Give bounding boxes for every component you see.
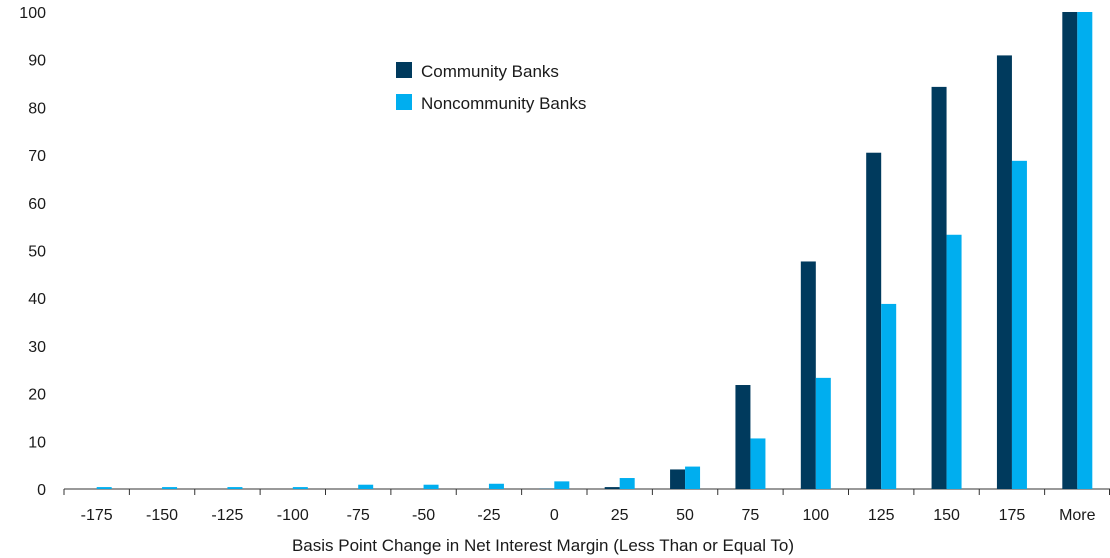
bar-noncommunity-banks — [815, 377, 831, 489]
bar-community-banks — [670, 469, 686, 489]
y-tick-label: 90 — [28, 53, 46, 70]
y-tick-label: 20 — [28, 387, 46, 404]
x-tick-label: -100 — [277, 507, 309, 524]
x-axis-title: Basis Point Change in Net Interest Margi… — [292, 536, 794, 555]
x-tick-label: 0 — [550, 507, 559, 524]
legend-label: Noncommunity Banks — [421, 94, 586, 113]
bar-noncommunity-banks — [96, 487, 112, 489]
bar-noncommunity-banks — [488, 483, 504, 489]
bar-community-banks — [800, 261, 816, 489]
y-tick-label: 10 — [28, 434, 46, 451]
y-tick-label: 80 — [28, 100, 46, 117]
x-tick-label: 75 — [742, 507, 760, 524]
legend: Community Banks Noncommunity Banks — [396, 62, 586, 113]
bars — [96, 12, 1093, 489]
x-tick-label: 25 — [611, 507, 629, 524]
x-tick-label: -75 — [347, 507, 370, 524]
x-tick-label: 125 — [868, 507, 895, 524]
bar-noncommunity-banks — [423, 484, 439, 489]
x-tick-label: -25 — [477, 507, 500, 524]
bar-noncommunity-banks — [750, 438, 766, 489]
x-tick-label: -50 — [412, 507, 435, 524]
bar-noncommunity-banks — [881, 303, 897, 489]
x-tick-label: More — [1059, 507, 1096, 524]
x-tick-label: 100 — [802, 507, 829, 524]
bar-community-banks — [866, 152, 882, 489]
bar-noncommunity-banks — [554, 481, 570, 489]
x-axis: -175 -150 -125 -100 -75 -50 -25 0 25 50 75 100 125 15… — [63, 488, 1110, 524]
x-tick-label: -150 — [146, 507, 178, 524]
bar-noncommunity-banks — [292, 487, 308, 489]
x-tick-label: 150 — [933, 507, 960, 524]
y-tick-label: 50 — [28, 244, 46, 261]
bar-noncommunity-banks — [946, 234, 962, 489]
y-tick-label: 0 — [37, 482, 46, 499]
legend-label: Community Banks — [421, 62, 559, 81]
x-tick-label: -125 — [211, 507, 243, 524]
bar-noncommunity-banks — [1077, 12, 1093, 489]
x-tick-label: 50 — [676, 507, 694, 524]
legend-swatch — [396, 94, 412, 110]
y-tick-label: 60 — [28, 196, 46, 213]
y-axis: 0 10 20 30 40 50 60 70 80 90 100 — [19, 5, 46, 499]
bar-community-banks — [735, 385, 751, 489]
y-tick-label: 40 — [28, 291, 46, 308]
x-tick-label: -175 — [81, 507, 113, 524]
bar-community-banks — [996, 55, 1012, 489]
bar-noncommunity-banks — [358, 484, 374, 489]
y-tick-label: 30 — [28, 339, 46, 356]
x-tick-label: 175 — [999, 507, 1026, 524]
bar-community-banks — [931, 86, 947, 489]
bar-noncommunity-banks — [685, 466, 701, 489]
bar-community-banks — [604, 487, 620, 489]
bar-community-banks — [1062, 12, 1078, 489]
bar-noncommunity-banks — [1011, 160, 1027, 489]
bar-noncommunity-banks — [227, 487, 243, 489]
bar-noncommunity-banks — [162, 487, 178, 489]
y-tick-label: 70 — [28, 148, 46, 165]
y-tick-label: 100 — [19, 5, 46, 22]
legend-swatch — [396, 62, 412, 78]
bar-noncommunity-banks — [619, 478, 635, 489]
